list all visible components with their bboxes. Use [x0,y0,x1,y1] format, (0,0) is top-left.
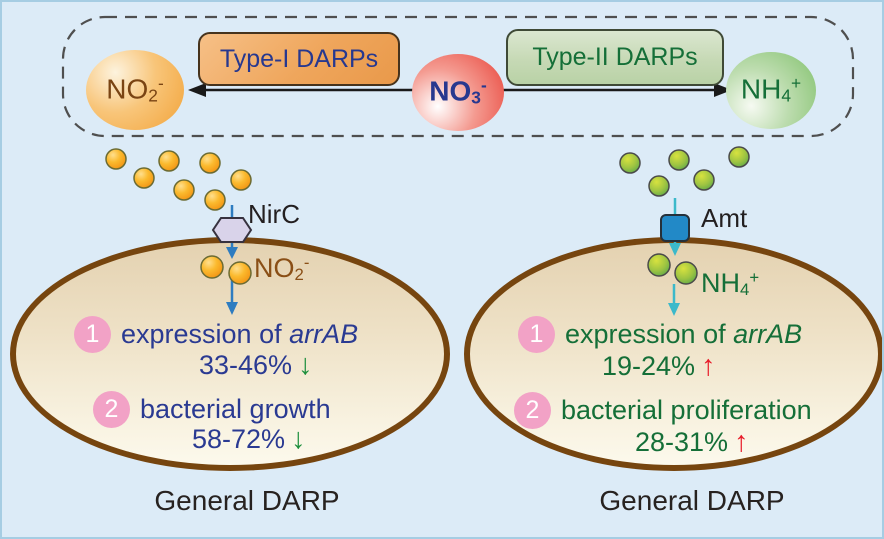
right-effect-1-value: 19-24% ↑ [602,350,716,382]
right-effect-1-text: expression of arrAB [565,319,803,349]
nitrate-formula: NO3- [429,75,487,109]
type1-darps-label: Type-I DARPs [219,44,379,73]
increase-arrow-icon: ↑ [701,350,716,382]
left-cell-caption: General DARP [154,485,340,516]
nitrite-formula: NO2- [106,72,164,106]
right-effect-1-number-badge: 1 [518,316,555,353]
left-effect-1-number-badge: 1 [74,316,111,353]
right-effect-2-text: bacterial proliferation [561,395,812,425]
right-cell-caption: General DARP [599,485,785,516]
ammonium-molecule-dots [619,146,750,197]
left-effect-1: 1 expression of arrAB [74,316,358,353]
type2-darps-label: Type-II DARPs [532,43,698,71]
nitrate-molecule: NO3- [412,54,504,131]
ammonium-in-cell-label: NH4+ [701,268,760,300]
left-effect-2-text: bacterial growth [140,394,331,424]
decrease-arrow-icon: ↓ [298,349,313,381]
left-effect-2-number-badge: 2 [93,391,130,428]
decrease-arrow-icon: ↓ [291,423,306,455]
left-effect-1-value: 33-46% ↓ [199,349,313,381]
nitrite-molecule-dots [105,148,252,211]
right-effect-2-number-badge: 2 [514,392,551,429]
type1-darps-box: Type-I DARPs [198,32,400,86]
nirc-transporter-label: NirC [248,199,300,229]
ammonium-formula: NH4+ [740,73,802,107]
right-effect-2-value: 28-31% ↑ [635,426,749,458]
left-effect-2-value: 58-72% ↓ [192,423,306,455]
increase-arrow-icon: ↑ [734,426,749,458]
amt-transporter-label: Amt [701,203,748,233]
nitrite-molecule: NO2- [86,50,184,130]
left-effect-2: 2 bacterial growth [93,391,331,428]
left-effect-1-text: expression of arrAB [121,319,359,349]
nitrite-in-cell-label: NO2- [254,253,310,285]
right-effect-1: 1 expression of arrAB [518,316,802,353]
arrab-gene-name: arrAB [289,319,359,349]
arrab-gene-name: arrAB [733,319,803,349]
right-bacterial-cell [464,237,882,471]
type2-darps-box: Type-II DARPs [506,29,724,86]
right-effect-2: 2 bacterial proliferation [514,392,812,429]
ammonium-molecule: NH4+ [726,52,816,129]
